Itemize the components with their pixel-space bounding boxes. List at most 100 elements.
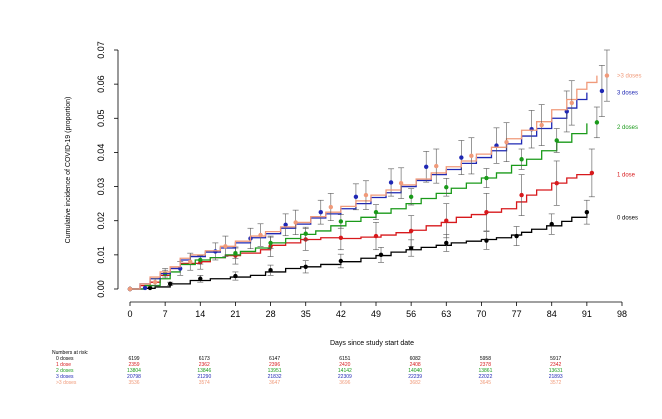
risk-row-name: 1 dose [56, 362, 71, 368]
risk-row-name: 2 doses [56, 368, 74, 374]
data-point [408, 228, 414, 234]
risk-cell: 3536 [128, 380, 139, 386]
risk-cell: 6173 [199, 356, 210, 362]
risk-row-name: 0 doses [56, 356, 74, 362]
risk-cell: 13804 [127, 368, 141, 374]
data-point [554, 138, 559, 143]
x-tick-label: 21 [230, 309, 240, 319]
data-point [484, 238, 489, 243]
risk-cell: 21893 [549, 374, 563, 380]
data-point [549, 221, 554, 227]
data-point [514, 233, 519, 239]
y-tick-label: 0.07 [96, 41, 106, 59]
x-tick-label: 70 [476, 309, 486, 319]
risk-row-name: 3 doses [56, 374, 74, 380]
risk-cell: 6151 [339, 356, 350, 362]
data-point [554, 180, 559, 186]
series-1: 1 dose [127, 148, 636, 292]
data-point [444, 240, 449, 246]
data-point [198, 257, 203, 263]
risk-cell: 2408 [410, 362, 421, 368]
data-point [539, 122, 544, 128]
x-tick-label: 49 [371, 309, 381, 319]
series-label: 1 dose [617, 173, 636, 179]
data-point [378, 252, 384, 258]
data-point [188, 259, 193, 264]
risk-cell: 2396 [269, 362, 280, 368]
series-label: 3 doses [617, 91, 638, 97]
risk-cell: 3647 [269, 380, 280, 386]
data-point [268, 240, 273, 246]
data-point [318, 209, 323, 215]
x-tick-label: 42 [336, 309, 346, 319]
data-point [569, 100, 574, 106]
data-point [328, 204, 334, 210]
data-point [353, 194, 359, 200]
risk-cell: 3696 [339, 380, 350, 386]
y-axis-label: Cumulative incidence of COVID-19 (propor… [65, 97, 72, 244]
y-tick-label: 0.02 [96, 212, 106, 230]
risk-cell: 2378 [480, 362, 491, 368]
y-tick-label: 0.00 [96, 280, 106, 298]
data-point [519, 157, 524, 162]
series-label: 2 doses [617, 125, 638, 131]
y-tick-label: 0.03 [96, 178, 106, 196]
data-point [338, 235, 344, 240]
series-step-line [130, 212, 588, 290]
data-point [213, 249, 218, 254]
data-point [398, 180, 404, 186]
data-point [338, 258, 344, 264]
y-tick-label: 0.01 [96, 246, 106, 264]
risk-cell: 22309 [338, 374, 352, 380]
data-point [258, 232, 263, 238]
data-point [519, 192, 524, 198]
risk-cell: 2362 [199, 362, 210, 368]
risk-cell: 13846 [197, 368, 211, 374]
y-tick-label: 0.05 [96, 110, 106, 128]
x-tick-label: 77 [512, 309, 522, 319]
risk-cell: 5917 [550, 356, 561, 362]
series-0: 0 doses [127, 199, 638, 292]
data-point [363, 192, 369, 198]
data-point [469, 153, 474, 159]
risk-cell: 13861 [478, 368, 492, 374]
x-tick-label: 98 [617, 309, 627, 319]
data-point [373, 209, 379, 215]
x-tick-label: 0 [127, 309, 132, 319]
x-tick-label: 63 [441, 309, 451, 319]
risk-cell: 22022 [478, 374, 492, 380]
x-tick-label: 14 [195, 309, 205, 319]
risk-cell: 6199 [128, 356, 139, 362]
data-point [504, 139, 509, 145]
y-tick-label: 0.04 [96, 144, 106, 162]
data-point [338, 219, 344, 224]
data-point [293, 220, 298, 225]
chart-series: 0 doses 1 dose 2 doses 3 doses >3 doses [127, 49, 642, 292]
data-point [594, 120, 600, 125]
data-point [283, 222, 288, 228]
data-point [444, 218, 449, 223]
risk-cell: 6082 [410, 356, 421, 362]
data-point [584, 209, 590, 215]
x-tick-label: 35 [301, 309, 311, 319]
series-label: 0 doses [617, 215, 638, 221]
data-point [599, 88, 605, 94]
risk-cell: 13951 [268, 368, 282, 374]
data-point [604, 73, 610, 78]
data-point [198, 276, 203, 281]
risk-cell: 3645 [480, 380, 491, 386]
series-3: 3 doses [127, 65, 638, 292]
data-point [142, 285, 148, 291]
series-label: >3 doses [617, 74, 642, 80]
data-point [459, 155, 464, 160]
series-4: >3 doses [127, 49, 642, 292]
data-point [127, 286, 133, 292]
data-point [152, 279, 158, 285]
risk-cell: 2359 [128, 362, 139, 368]
data-point [223, 244, 228, 249]
data-point [388, 180, 394, 185]
risk-cell: 5958 [480, 356, 491, 362]
x-tick-label: 28 [266, 309, 276, 319]
data-point [589, 170, 595, 176]
